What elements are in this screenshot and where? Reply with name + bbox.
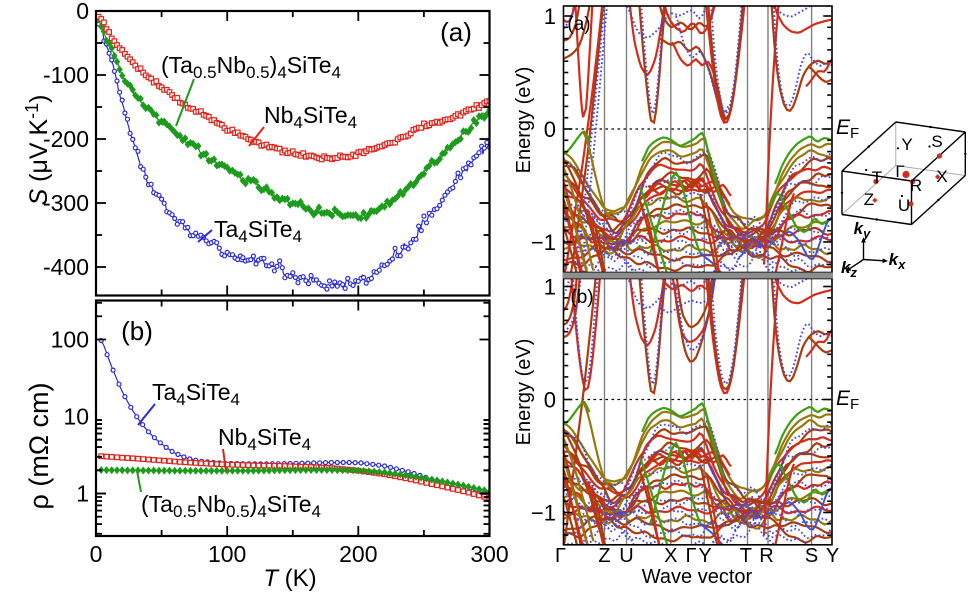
svg-text:-200: -200 bbox=[43, 126, 89, 152]
svg-text:200: 200 bbox=[339, 541, 377, 567]
svg-text:-100: -100 bbox=[43, 62, 89, 88]
svg-text:X: X bbox=[936, 167, 947, 186]
svg-text:(a): (a) bbox=[440, 17, 472, 47]
svg-text:Energy (eV): Energy (eV) bbox=[513, 339, 535, 446]
svg-text:ρ (mΩ cm): ρ (mΩ cm) bbox=[24, 382, 54, 509]
svg-text:EF: EF bbox=[836, 116, 859, 142]
svg-text:EF: EF bbox=[836, 387, 859, 413]
svg-text:10: 10 bbox=[63, 404, 89, 430]
svg-text:(Ta0.5Nb0.5)4SiTe4: (Ta0.5Nb0.5)4SiTe4 bbox=[161, 52, 341, 82]
svg-text:0: 0 bbox=[544, 388, 556, 413]
svg-text:U: U bbox=[898, 196, 910, 215]
svg-text:T: T bbox=[872, 168, 882, 187]
svg-text:Y: Y bbox=[901, 135, 912, 154]
svg-text:(Ta0.5Nb0.5)4SiTe4: (Ta0.5Nb0.5)4SiTe4 bbox=[141, 491, 321, 521]
svg-text:Ta4SiTe4: Ta4SiTe4 bbox=[214, 216, 302, 246]
svg-text:Ta4SiTe4: Ta4SiTe4 bbox=[152, 379, 240, 409]
svg-text:T (K): T (K) bbox=[263, 565, 316, 592]
svg-text:Nb4SiTe4: Nb4SiTe4 bbox=[218, 424, 311, 454]
svg-text:X: X bbox=[664, 545, 677, 567]
svg-text:Y: Y bbox=[698, 545, 711, 567]
svg-text:1: 1 bbox=[544, 275, 556, 300]
svg-text:Wave vector: Wave vector bbox=[642, 566, 753, 588]
svg-text:(b): (b) bbox=[570, 287, 593, 308]
svg-text:1: 1 bbox=[76, 481, 89, 507]
svg-text:Γ: Γ bbox=[555, 545, 566, 567]
svg-text:T: T bbox=[740, 545, 752, 567]
svg-text:Nb4SiTe4: Nb4SiTe4 bbox=[264, 102, 357, 132]
svg-text:−1: −1 bbox=[531, 230, 556, 255]
svg-text:R: R bbox=[910, 176, 922, 195]
svg-text:-300: -300 bbox=[43, 190, 89, 216]
svg-text:0: 0 bbox=[544, 117, 556, 142]
svg-text:Γ: Γ bbox=[895, 162, 904, 181]
svg-text:R: R bbox=[759, 545, 773, 567]
svg-text:1: 1 bbox=[544, 4, 556, 29]
svg-text:0: 0 bbox=[90, 541, 103, 567]
svg-text:100: 100 bbox=[208, 541, 246, 567]
svg-text:S (μV K-1): S (μV K-1) bbox=[22, 94, 53, 205]
svg-text:S: S bbox=[931, 132, 942, 151]
svg-text:U: U bbox=[619, 545, 633, 567]
svg-text:(a): (a) bbox=[567, 14, 590, 35]
svg-text:Energy (eV): Energy (eV) bbox=[513, 67, 535, 174]
svg-text:(b): (b) bbox=[121, 316, 153, 346]
svg-text:300: 300 bbox=[470, 541, 508, 567]
svg-text:−1: −1 bbox=[531, 501, 556, 526]
svg-text:Y: Y bbox=[826, 545, 839, 567]
svg-text:100: 100 bbox=[51, 327, 89, 353]
svg-text:0: 0 bbox=[76, 0, 89, 24]
svg-text:Z: Z bbox=[598, 545, 610, 567]
svg-text:Z: Z bbox=[864, 190, 874, 209]
svg-text:Γ: Γ bbox=[685, 545, 696, 567]
svg-text:-400: -400 bbox=[43, 254, 89, 280]
svg-text:S: S bbox=[805, 545, 818, 567]
